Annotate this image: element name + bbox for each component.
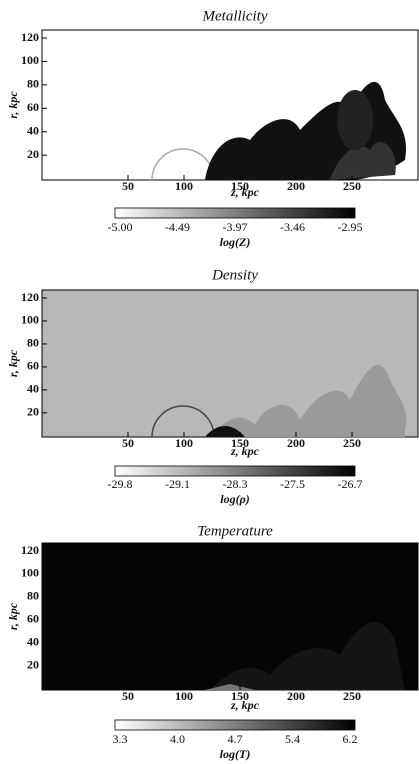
y-tick-label: 120	[21, 543, 39, 557]
x-tick-label: 250	[343, 689, 361, 703]
x-tick-label: 150	[231, 436, 249, 450]
y-axis-label: r, kpc	[6, 602, 20, 630]
y-axis-label: r, kpc	[6, 91, 20, 119]
colorbar-label: log(Z)	[220, 235, 251, 249]
colorbar-tick-label: -2.95	[338, 220, 363, 234]
colorbar	[114, 207, 356, 219]
temperature-image	[41, 542, 419, 691]
colorbar-tick-label: -29.1	[165, 477, 190, 491]
panel-title: Metallicity	[202, 8, 268, 24]
colorbar-label: log(T)	[220, 747, 251, 761]
density-image	[41, 289, 419, 438]
x-axis-label: z, kpc	[230, 185, 260, 199]
y-tick-label: 80	[27, 589, 39, 603]
x-tick-label: 100	[175, 436, 193, 450]
colorbar-tick-label: 3.3	[113, 732, 128, 746]
x-tick-label: 100	[175, 689, 193, 703]
y-tick-label: 40	[27, 635, 39, 649]
colorbar-tick-label: -29.8	[108, 477, 133, 491]
y-tick-label: 100	[21, 53, 39, 67]
x-tick-label: 250	[343, 179, 361, 193]
x-tick-label: 150	[231, 179, 249, 193]
x-tick-label: 250	[343, 436, 361, 450]
x-tick-label: 200	[287, 689, 305, 703]
colorbar-tick-label: -5.00	[108, 220, 133, 234]
panel-title: Temperature	[197, 523, 273, 539]
y-tick-label: 60	[27, 359, 39, 373]
y-tick-label: 60	[27, 100, 39, 114]
x-axis-label: z, kpc	[230, 444, 260, 458]
colorbar-label: log(ρ)	[220, 492, 250, 506]
panel-title: Density	[211, 267, 258, 283]
y-tick-label: 100	[21, 566, 39, 580]
x-tick-label: 50	[122, 179, 134, 193]
y-tick-label: 40	[27, 382, 39, 396]
x-tick-label: 50	[122, 689, 134, 703]
y-tick-label: 80	[27, 336, 39, 350]
y-tick-label: 20	[27, 405, 39, 419]
x-tick-label: 50	[122, 436, 134, 450]
x-axis-label: z, kpc	[230, 698, 260, 712]
colorbar	[114, 465, 356, 477]
colorbar	[114, 719, 356, 731]
colorbar-tick-label: 6.2	[343, 732, 358, 746]
y-tick-label: 80	[27, 77, 39, 91]
x-tick-label: 200	[287, 436, 305, 450]
x-tick-label: 100	[175, 179, 193, 193]
x-tick-label: 150	[231, 689, 249, 703]
y-tick-label: 120	[21, 30, 39, 44]
y-tick-label: 60	[27, 612, 39, 626]
metallicity-image	[41, 29, 419, 181]
y-tick-label: 20	[27, 658, 39, 672]
colorbar-tick-label: 5.4	[285, 732, 300, 746]
y-tick-label: 40	[27, 124, 39, 138]
colorbar-tick-label: -28.3	[223, 477, 248, 491]
colorbar-tick-label: 4.7	[228, 732, 243, 746]
colorbar-tick-label: 4.0	[170, 732, 185, 746]
colorbar-tick-label: -26.7	[338, 477, 363, 491]
y-tick-label: 100	[21, 313, 39, 327]
y-tick-label: 120	[21, 290, 39, 304]
y-axis-label: r, kpc	[6, 349, 20, 377]
colorbar-tick-label: -3.46	[280, 220, 305, 234]
colorbar-tick-label: -4.49	[165, 220, 190, 234]
x-tick-label: 200	[287, 179, 305, 193]
colorbar-tick-label: -3.97	[223, 220, 248, 234]
y-tick-label: 20	[27, 147, 39, 161]
colorbar-tick-label: -27.5	[280, 477, 305, 491]
